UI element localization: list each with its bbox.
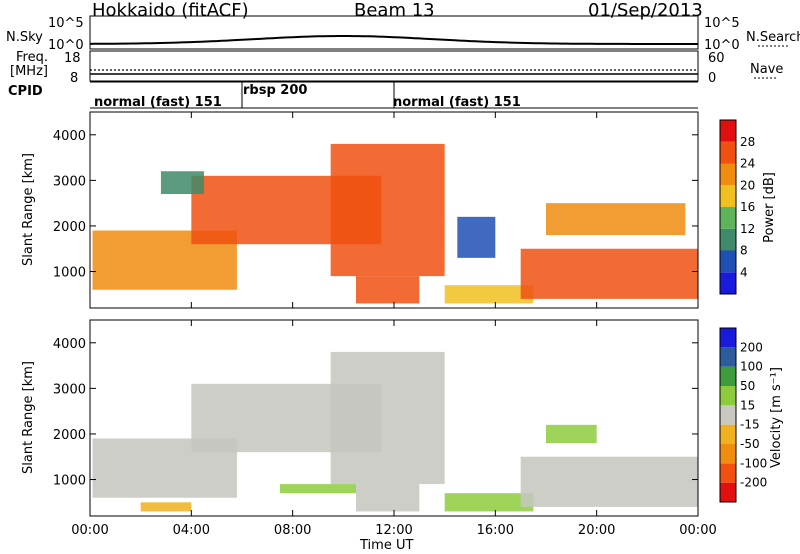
velocity-colorbar-cell-1: [720, 482, 736, 502]
cpid-segment-label-1: normal (fast) 151: [94, 95, 222, 110]
nsearch-tick-bottom: 10^0: [704, 38, 740, 53]
power-colorbar-cell-6: [720, 163, 736, 186]
velocity-colorbar-label-5: -15: [740, 418, 760, 432]
cpid-segment-label-2: rbsp 200: [243, 83, 308, 98]
x-axis-title: Time UT: [360, 538, 414, 553]
power-region-3: [330, 143, 445, 277]
cpid-segment-label-3: normal (fast) 151: [393, 95, 521, 110]
velocity-region-4: [356, 484, 420, 512]
nsky-label: N.Sky: [6, 30, 43, 45]
nsky-tick-bottom: 10^0: [48, 38, 84, 53]
velocity-ytick-label-3000: 3000: [53, 382, 86, 397]
velocity-colorbar-label-6: -50: [740, 437, 760, 451]
power-colorbar-cell-1: [720, 272, 736, 294]
velocity-colorbar-label-2: 100: [740, 360, 763, 374]
velocity-colorbar-label-4: 15: [740, 398, 755, 412]
velocity-ytick-label-4000: 4000: [53, 337, 86, 352]
velocity-region-9: [140, 502, 192, 512]
velocity-colorbar-cell-9: [720, 328, 736, 348]
power-colorbar-label-6: 8: [740, 244, 748, 258]
freq-tick-bottom: 8: [70, 71, 79, 86]
nave-tick-top: 60: [708, 51, 725, 66]
x-tick-label-1: 04:00: [173, 523, 210, 538]
velocity-colorbar-frame: [719, 327, 737, 503]
velocity-region-7: [546, 424, 597, 444]
velocity-colorbar-cell-3: [720, 444, 736, 464]
velocity-colorbar-cell-7: [720, 366, 736, 386]
velocity-ytick-label-2000: 2000: [53, 428, 86, 443]
freq-label: Freq.: [16, 50, 48, 65]
velocity-colorbar-cell-6: [720, 386, 736, 406]
freq-unit: [MHz]: [10, 64, 48, 79]
power-colorbar-frame: [719, 119, 737, 295]
velocity-colorbar-label-8: -200: [740, 476, 767, 490]
freq-panel-frame: [89, 50, 699, 82]
velocity-region-6: [520, 456, 698, 507]
power-colorbar-label-3: 20: [740, 178, 755, 192]
power-colorbar-label-1: 28: [740, 135, 755, 149]
power-colorbar-cell-3: [720, 228, 736, 251]
nave-tick-bottom: 0: [708, 71, 717, 86]
power-ytick-label-4000: 4000: [53, 129, 86, 144]
velocity-ytick-label-1000: 1000: [53, 474, 86, 489]
freq-tick-top: 18: [64, 51, 81, 66]
power-region-5: [444, 285, 534, 304]
nave-label: Nave: [750, 62, 784, 77]
x-tick-label-6: 00:00: [679, 523, 716, 538]
nsearch-tick-top: 10^5: [704, 16, 740, 31]
x-tick-label-4: 16:00: [477, 523, 514, 538]
power-colorbar-cell-5: [720, 185, 736, 207]
power-region-4: [356, 276, 420, 304]
power-colorbar-label-2: 24: [740, 157, 755, 171]
power-colorbar-cell-2: [720, 250, 736, 273]
x-tick-label-5: 20:00: [578, 523, 615, 538]
velocity-colorbar-label-3: 50: [740, 379, 755, 393]
nsearch-label: N.Search: [746, 30, 800, 45]
velocity-region-3: [330, 351, 445, 485]
power-ytick-label-1000: 1000: [53, 266, 86, 281]
velocity-region-5: [444, 493, 534, 512]
power-colorbar-cell-8: [720, 120, 736, 142]
power-ytick-label-3000: 3000: [53, 174, 86, 189]
nsky-trace: [89, 35, 698, 45]
power-region-8: [160, 171, 204, 195]
x-tick-label-0: 00:00: [71, 523, 108, 538]
power-region-6: [520, 248, 698, 299]
power-ytick-label-2000: 2000: [53, 220, 86, 235]
x-tick-label-3: 12:00: [375, 523, 412, 538]
x-tick-label-2: 08:00: [274, 523, 311, 538]
power-colorbar-cell-7: [720, 141, 736, 164]
nsky-panel-frame: [89, 15, 699, 50]
cpid-label: CPID: [8, 84, 43, 99]
power-region-7: [546, 203, 686, 236]
power-region-9: [457, 216, 496, 258]
velocity-colorbar-cell-2: [720, 463, 736, 483]
velocity-colorbar-cell-4: [720, 424, 736, 444]
nsky-tick-top: 10^5: [48, 16, 84, 31]
velocity-colorbar-label-1: 200: [740, 340, 763, 354]
power-colorbar-label-4: 16: [740, 200, 755, 214]
power-colorbar-label-7: 4: [740, 265, 748, 279]
velocity-colorbar-cell-5: [720, 405, 736, 425]
velocity-colorbar-label-7: -100: [740, 456, 767, 470]
power-colorbar-label-5: 12: [740, 222, 755, 236]
velocity-colorbar-cell-8: [720, 347, 736, 367]
power-colorbar-cell-4: [720, 207, 736, 229]
velocity-region-8: [280, 484, 356, 494]
